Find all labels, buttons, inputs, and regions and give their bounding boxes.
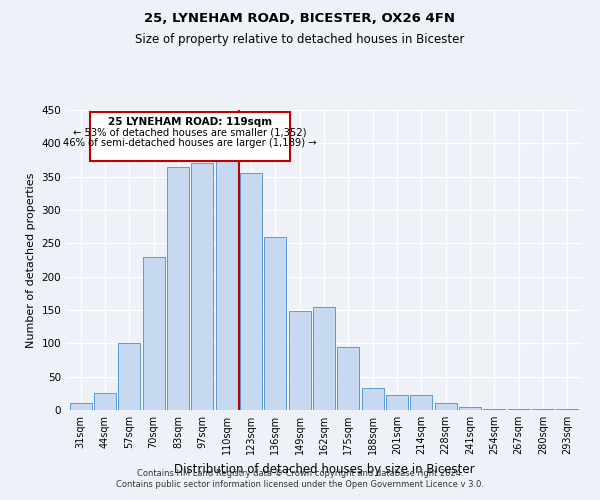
Bar — [484, 408, 505, 410]
Text: 25, LYNEHAM ROAD, BICESTER, OX26 4FN: 25, LYNEHAM ROAD, BICESTER, OX26 4FN — [145, 12, 455, 26]
Bar — [508, 408, 530, 410]
FancyBboxPatch shape — [91, 112, 290, 162]
Bar — [70, 404, 92, 410]
Bar — [410, 396, 433, 410]
Text: 46% of semi-detached houses are larger (1,189) →: 46% of semi-detached houses are larger (… — [64, 138, 317, 148]
Bar — [191, 164, 213, 410]
Bar — [289, 312, 311, 410]
Bar — [435, 404, 457, 410]
Bar — [313, 306, 335, 410]
Bar — [386, 396, 408, 410]
Text: ← 53% of detached houses are smaller (1,352): ← 53% of detached houses are smaller (1,… — [73, 128, 307, 138]
Bar — [94, 394, 116, 410]
Bar — [215, 160, 238, 410]
Text: Contains HM Land Registry data © Crown copyright and database right 2024.: Contains HM Land Registry data © Crown c… — [137, 468, 463, 477]
Bar — [118, 344, 140, 410]
Y-axis label: Number of detached properties: Number of detached properties — [26, 172, 36, 348]
Bar — [459, 408, 481, 410]
Bar — [362, 388, 383, 410]
Text: Size of property relative to detached houses in Bicester: Size of property relative to detached ho… — [136, 32, 464, 46]
Text: Contains public sector information licensed under the Open Government Licence v : Contains public sector information licen… — [116, 480, 484, 489]
Bar — [240, 174, 262, 410]
X-axis label: Distribution of detached houses by size in Bicester: Distribution of detached houses by size … — [173, 462, 475, 475]
Bar — [167, 166, 189, 410]
Bar — [143, 256, 164, 410]
Bar — [265, 236, 286, 410]
Bar — [337, 346, 359, 410]
Text: 25 LYNEHAM ROAD: 119sqm: 25 LYNEHAM ROAD: 119sqm — [108, 117, 272, 127]
